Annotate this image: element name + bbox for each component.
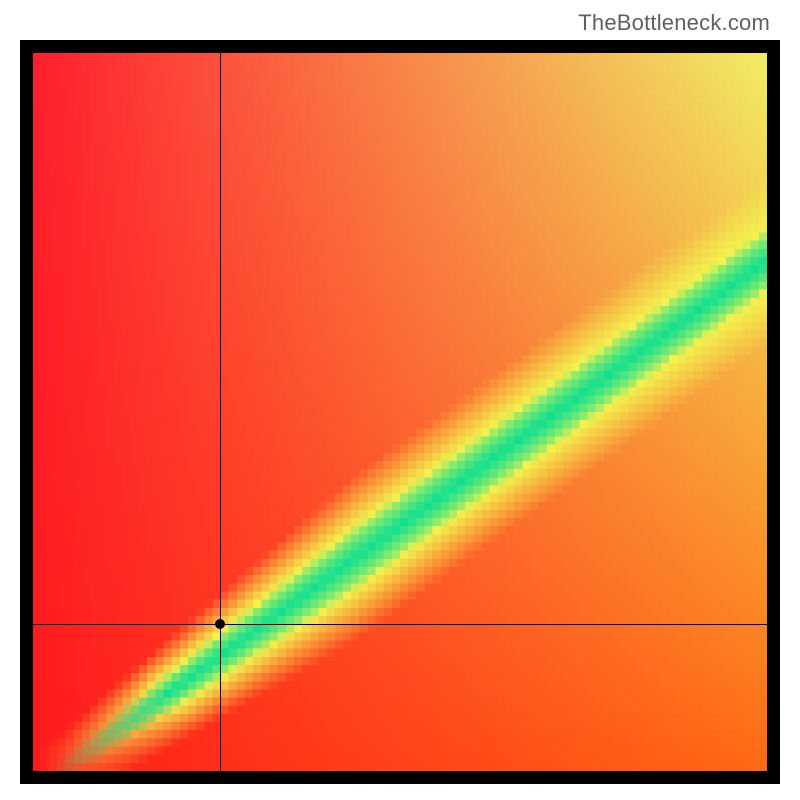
crosshair-horizontal-line [33,624,767,625]
root-container: TheBottleneck.com [0,0,800,800]
watermark-text: TheBottleneck.com [578,10,770,36]
crosshair-point-icon [215,619,225,629]
crosshair-vertical-line [220,53,221,771]
chart-outer-frame [20,40,780,784]
bottleneck-heatmap [33,53,767,771]
chart-plot-area [33,53,767,771]
